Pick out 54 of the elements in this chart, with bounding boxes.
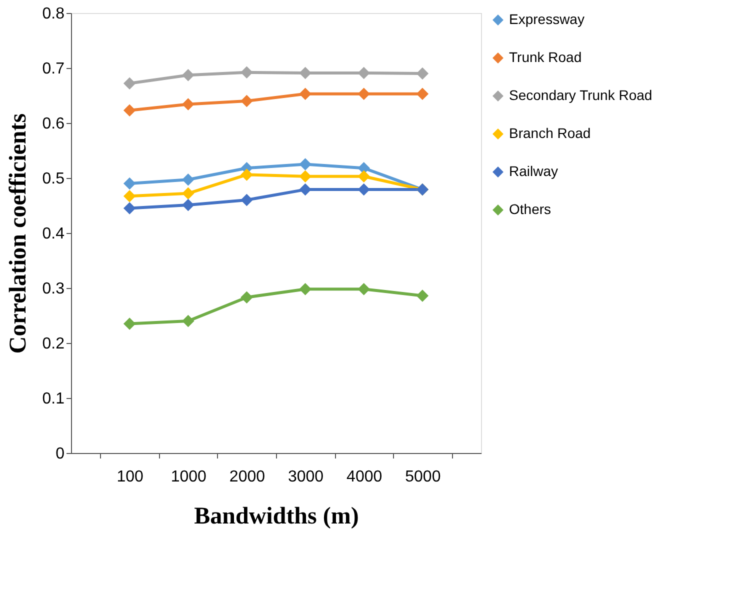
x-tick-label: 1000 — [170, 468, 207, 486]
point — [182, 198, 194, 212]
point — [358, 170, 370, 182]
point — [358, 183, 370, 196]
point — [182, 187, 194, 200]
legend-label: Trunk Road — [509, 49, 582, 65]
point — [299, 170, 312, 182]
y-tick-label: 0 — [56, 446, 65, 462]
point — [182, 174, 194, 186]
x-tick-label: 5000 — [405, 468, 441, 486]
legend-label: Expressway — [509, 11, 584, 27]
y-tick-label: 0.2 — [42, 336, 65, 352]
point — [123, 177, 136, 190]
point — [416, 88, 429, 100]
point — [240, 291, 253, 304]
y-tick-label: 0.1 — [42, 390, 65, 408]
point — [123, 77, 136, 90]
point — [182, 98, 194, 110]
point — [299, 282, 312, 296]
legend-label: Secondary Trunk Road — [509, 87, 652, 103]
legend-label: Branch Road — [509, 125, 591, 141]
y-tick-label: 0.6 — [42, 116, 65, 132]
y-axis-title: Correlation coefficients — [5, 113, 32, 354]
point — [240, 66, 253, 79]
point — [299, 88, 312, 100]
x-tick-label: 100 — [116, 468, 144, 486]
point — [358, 66, 370, 80]
point — [358, 282, 370, 296]
x-tick-label: 3000 — [288, 468, 324, 486]
point — [240, 194, 253, 206]
y-tick-label: 0.4 — [42, 226, 65, 242]
x-tick-label: 2000 — [229, 468, 266, 486]
y-tick-label: 0.5 — [42, 170, 65, 188]
point — [123, 202, 136, 214]
y-tick-label: 0.7 — [42, 60, 65, 78]
legend-label: Railway — [509, 163, 558, 179]
point — [299, 158, 312, 170]
x-tick-label: 4000 — [346, 468, 382, 486]
point — [358, 88, 370, 100]
point — [299, 66, 312, 80]
y-tick-label: 0.8 — [42, 6, 65, 22]
point — [240, 94, 253, 108]
point — [182, 69, 194, 82]
point — [299, 183, 312, 196]
point — [416, 67, 429, 80]
point — [416, 290, 429, 302]
point — [123, 190, 136, 202]
point — [182, 314, 194, 328]
point — [240, 168, 253, 181]
x-axis-title: Bandwidths (m) — [194, 504, 359, 530]
legend-label: Others — [509, 201, 552, 217]
point — [123, 104, 136, 116]
point — [123, 318, 136, 330]
y-tick-label: 0.3 — [42, 280, 65, 298]
